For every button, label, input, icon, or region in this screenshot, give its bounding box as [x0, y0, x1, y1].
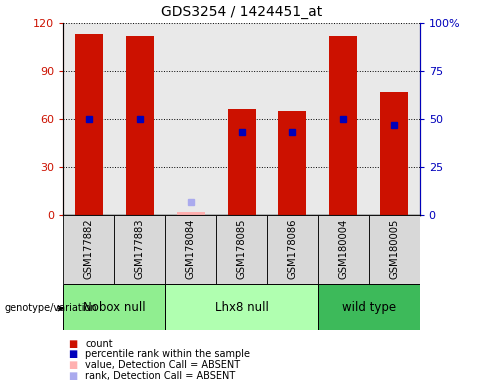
Text: count: count [85, 339, 113, 349]
Bar [177, 212, 204, 215]
Bar [63, 23, 114, 215]
Bar [329, 36, 357, 215]
Text: GSM177882: GSM177882 [84, 218, 94, 279]
Text: Nobox null: Nobox null [83, 301, 145, 314]
Text: ■: ■ [68, 360, 78, 370]
Text: rank, Detection Call = ABSENT: rank, Detection Call = ABSENT [85, 371, 236, 381]
Bar [165, 23, 216, 215]
Bar [267, 23, 318, 215]
Text: ■: ■ [68, 349, 78, 359]
Title: GDS3254 / 1424451_at: GDS3254 / 1424451_at [161, 5, 322, 19]
Bar [114, 215, 165, 284]
Bar [369, 23, 420, 215]
Bar [63, 284, 165, 330]
Text: GSM178085: GSM178085 [237, 218, 246, 279]
Text: Lhx8 null: Lhx8 null [215, 301, 268, 314]
Bar [380, 92, 408, 215]
Bar [216, 23, 267, 215]
Text: GSM180004: GSM180004 [338, 218, 348, 279]
Bar [126, 36, 154, 215]
Text: percentile rank within the sample: percentile rank within the sample [85, 349, 250, 359]
Text: wild type: wild type [342, 301, 396, 314]
Bar [63, 215, 114, 284]
Text: GSM180005: GSM180005 [389, 218, 399, 279]
Bar [75, 34, 103, 215]
Bar [267, 215, 318, 284]
Text: genotype/variation: genotype/variation [5, 303, 98, 313]
Bar [165, 215, 216, 284]
Text: ■: ■ [68, 339, 78, 349]
Text: GSM177883: GSM177883 [135, 218, 145, 279]
Text: GSM178084: GSM178084 [185, 218, 196, 279]
Bar [165, 284, 318, 330]
Bar [318, 284, 420, 330]
Text: ■: ■ [68, 371, 78, 381]
Bar [216, 215, 267, 284]
Bar [279, 111, 306, 215]
Text: GSM178086: GSM178086 [287, 218, 298, 279]
Bar [318, 215, 369, 284]
Bar [114, 23, 165, 215]
Text: value, Detection Call = ABSENT: value, Detection Call = ABSENT [85, 360, 241, 370]
Bar [318, 23, 369, 215]
Bar [227, 109, 256, 215]
Bar [369, 215, 420, 284]
